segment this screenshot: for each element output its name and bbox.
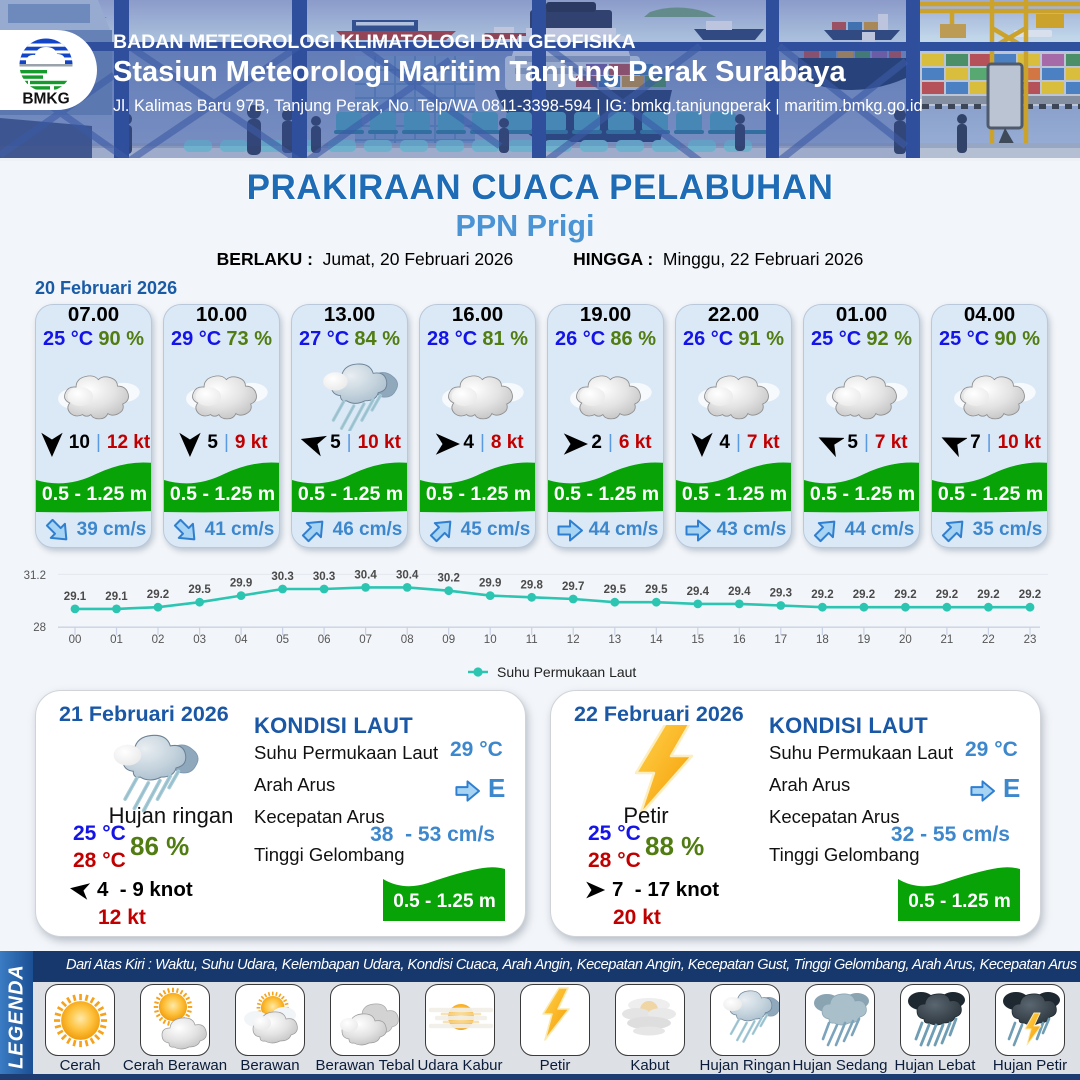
svg-text:31.2: 31.2 [24, 570, 46, 582]
svg-text:18: 18 [816, 634, 829, 646]
svg-text:BMKG: BMKG [22, 91, 69, 108]
svg-text:04: 04 [235, 634, 248, 646]
svg-text:00: 00 [69, 634, 82, 646]
svg-text:29.2: 29.2 [894, 589, 916, 601]
svg-text:29.2: 29.2 [1019, 589, 1041, 601]
svg-text:09: 09 [442, 634, 455, 646]
svg-text:29.2: 29.2 [853, 589, 875, 601]
svg-text:02: 02 [152, 634, 165, 646]
svg-text:29.2: 29.2 [977, 589, 999, 601]
svg-text:30.3: 30.3 [271, 571, 293, 583]
svg-text:01: 01 [110, 634, 123, 646]
svg-text:05: 05 [276, 634, 289, 646]
svg-text:13: 13 [608, 634, 621, 646]
svg-text:15: 15 [691, 634, 704, 646]
svg-text:22: 22 [982, 634, 995, 646]
svg-text:12: 12 [567, 634, 580, 646]
svg-text:29.2: 29.2 [811, 589, 833, 601]
svg-text:23: 23 [1024, 634, 1037, 646]
svg-text:29.8: 29.8 [521, 579, 544, 591]
svg-text:Suhu Permukaan Laut: Suhu Permukaan Laut [497, 664, 636, 680]
svg-text:30.4: 30.4 [354, 569, 377, 581]
svg-text:29.4: 29.4 [687, 586, 710, 598]
svg-text:29.9: 29.9 [479, 578, 501, 590]
svg-text:29.5: 29.5 [645, 584, 668, 596]
svg-text:29.1: 29.1 [64, 591, 87, 603]
svg-text:30.4: 30.4 [396, 569, 419, 581]
svg-text:29.5: 29.5 [604, 584, 627, 596]
svg-text:29.5: 29.5 [188, 584, 211, 596]
svg-text:03: 03 [193, 634, 206, 646]
svg-text:14: 14 [650, 634, 663, 646]
svg-text:29.2: 29.2 [936, 589, 958, 601]
svg-text:29.4: 29.4 [728, 586, 751, 598]
svg-text:19: 19 [858, 634, 871, 646]
svg-text:29.9: 29.9 [230, 578, 252, 590]
svg-text:30.2: 30.2 [438, 573, 460, 585]
svg-text:16: 16 [733, 634, 746, 646]
svg-text:07: 07 [359, 634, 372, 646]
svg-text:29.2: 29.2 [147, 589, 169, 601]
svg-text:29.1: 29.1 [105, 591, 128, 603]
svg-text:30.3: 30.3 [313, 571, 335, 583]
svg-text:21: 21 [941, 634, 954, 646]
svg-text:28: 28 [33, 622, 46, 634]
svg-text:29.3: 29.3 [770, 588, 792, 600]
svg-text:10: 10 [484, 634, 497, 646]
svg-text:11: 11 [526, 634, 538, 646]
svg-text:17: 17 [774, 634, 787, 646]
svg-text:20: 20 [899, 634, 912, 646]
svg-text:29.7: 29.7 [562, 581, 584, 593]
svg-text:08: 08 [401, 634, 414, 646]
svg-text:06: 06 [318, 634, 331, 646]
